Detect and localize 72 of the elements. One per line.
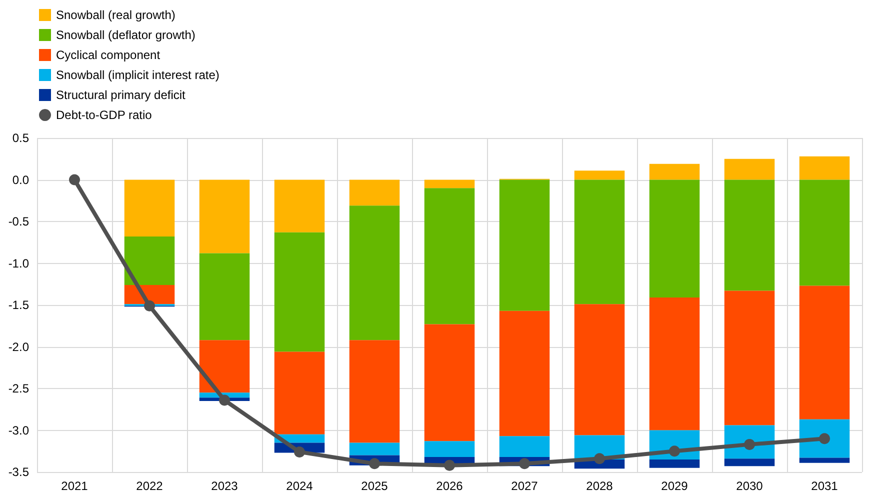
x-tick-label: 2021 [61, 479, 88, 493]
bar [349, 442, 400, 456]
x-tick-label: 2022 [136, 479, 164, 493]
bar [724, 290, 775, 426]
point [594, 453, 605, 464]
bar [424, 188, 475, 324]
x-tick-label: 2026 [436, 479, 464, 493]
y-tick-label: -1.0 [8, 256, 30, 270]
bar [649, 459, 700, 468]
y-tick-label: -3.0 [8, 423, 30, 438]
bar [574, 304, 625, 436]
bar [799, 180, 850, 286]
bar [499, 310, 550, 436]
bar [799, 286, 850, 420]
legend-label: Snowball (real growth) [56, 8, 176, 22]
point [219, 394, 230, 406]
x-tick-label: 2029 [661, 479, 688, 493]
bar [199, 340, 250, 393]
bar [649, 164, 700, 180]
bar [424, 324, 475, 442]
bar [274, 232, 325, 352]
y-tick-label: -2.5 [8, 382, 30, 396]
point [294, 446, 305, 458]
bar [574, 170, 625, 180]
legend-label: Snowball (implicit interest rate) [56, 68, 220, 82]
legend-label: Snowball (deflator growth) [56, 28, 196, 42]
legend-label: Structural primary deficit [56, 88, 186, 102]
bar [649, 297, 700, 430]
bar [574, 180, 625, 304]
x-tick-label: 2028 [586, 479, 614, 493]
x-tick-label: 2025 [361, 479, 388, 493]
x-tick-label: 2023 [211, 479, 238, 493]
point [369, 458, 380, 470]
y-tick-label: -2.0 [8, 340, 30, 354]
y-tick-label: 0.0 [12, 172, 30, 187]
bar [799, 419, 850, 458]
y-tick-label: -0.5 [8, 214, 30, 228]
y-tick-label: -3.5 [8, 465, 30, 479]
bar [349, 206, 400, 340]
bar [424, 180, 475, 188]
bar [724, 180, 775, 291]
bar [799, 458, 850, 463]
bar [124, 180, 175, 237]
bar [724, 158, 775, 180]
bar [124, 236, 175, 285]
point [744, 438, 755, 450]
bar [274, 352, 325, 434]
point [669, 446, 680, 457]
bar [649, 180, 700, 298]
x-tick-label: 2024 [286, 479, 314, 493]
bar [199, 253, 250, 340]
point [144, 300, 155, 312]
bar [499, 180, 550, 311]
bar [799, 156, 850, 180]
bar [349, 340, 400, 443]
y-tick-label: -1.5 [8, 298, 30, 312]
point [69, 174, 80, 186]
bar [274, 180, 325, 232]
point [819, 433, 830, 444]
point [519, 458, 530, 470]
point [444, 460, 455, 471]
bar [499, 436, 550, 457]
x-tick-label: 2030 [736, 479, 764, 493]
x-tick-label: 2031 [811, 479, 838, 493]
bar [349, 180, 400, 206]
legend-label: Debt-to-GDP ratio [56, 108, 152, 122]
legend-label: Cyclical component [56, 48, 161, 62]
bar [724, 458, 775, 466]
y-tick-label: 0.5 [12, 131, 30, 145]
bar [424, 441, 475, 457]
bar [199, 180, 250, 254]
x-tick-label: 2027 [511, 479, 538, 493]
